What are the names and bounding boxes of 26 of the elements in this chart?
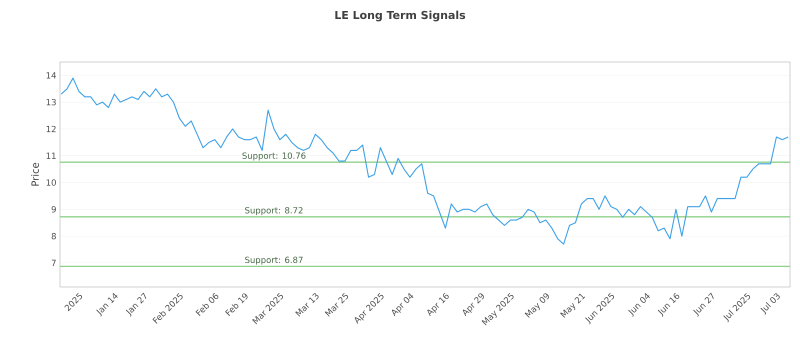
ref-line-label: Support: 10.76 (242, 152, 306, 160)
x-tick-label: Mar 13 (295, 293, 319, 317)
ref-line-label: Support: 8.72 (245, 207, 303, 216)
x-tick-label: Jul 03 (760, 293, 780, 315)
y-tick-label: 7 (52, 260, 56, 266)
y-tick-label: 13 (46, 98, 56, 106)
ref-line-label: Support: 6.87 (245, 256, 303, 265)
x-tick-label: Jun 27 (693, 292, 714, 317)
y-tick-label: 10 (46, 179, 56, 186)
x-tick-label: Jun 04 (628, 293, 650, 317)
y-tick-label: 9 (52, 206, 56, 213)
x-tick-label: Feb 06 (196, 292, 218, 316)
x-tick-label: Apr 16 (427, 292, 449, 316)
y-axis-title: Price (31, 162, 39, 186)
x-tick-label: Feb 19 (225, 293, 248, 316)
x-tick-label: Mar 25 (324, 292, 348, 317)
chart-title: LE Long Term Signals (335, 10, 466, 22)
y-tick-label: 11 (46, 152, 56, 159)
y-tick-label: 14 (46, 72, 56, 78)
y-tick-label: 12 (46, 126, 56, 132)
x-tick-label: Jan 14 (96, 292, 118, 317)
x-tick-label: Apr 04 (392, 293, 414, 316)
x-tick-label: Apr 29 (462, 293, 484, 316)
x-tick-label: Jan 27 (126, 292, 146, 317)
y-tick-label: 8 (52, 232, 56, 240)
x-tick-label: Jun 16 (658, 292, 680, 317)
